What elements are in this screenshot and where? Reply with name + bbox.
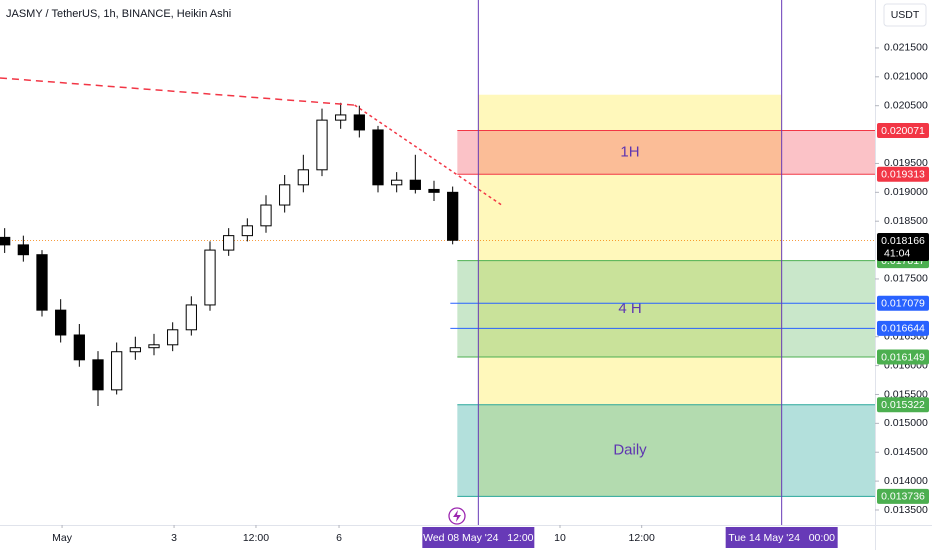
zone-label: Daily bbox=[613, 442, 647, 459]
price-tag bbox=[877, 488, 929, 504]
zone bbox=[457, 404, 875, 497]
candle-body bbox=[129, 347, 141, 353]
zone bbox=[457, 130, 875, 175]
candle-body bbox=[297, 169, 309, 186]
candle-body bbox=[335, 114, 347, 121]
currency-label: USDT bbox=[891, 9, 920, 21]
x-tick-label: 6 bbox=[336, 532, 342, 544]
candle-body bbox=[55, 309, 67, 336]
zone-label: 1H bbox=[620, 143, 639, 160]
zone bbox=[478, 94, 782, 497]
y-tick-label: 0.018500 bbox=[884, 215, 928, 227]
price-tag-label: 0.013736 bbox=[881, 491, 925, 503]
price-tag bbox=[877, 295, 929, 311]
candle-body bbox=[167, 329, 179, 346]
marker-tag bbox=[422, 527, 535, 548]
price-tag-label: 0.017079 bbox=[881, 298, 925, 310]
candle-body bbox=[409, 179, 421, 190]
price-tag bbox=[877, 320, 929, 336]
y-tick-label: 0.013500 bbox=[884, 504, 928, 516]
marker-label: Wed 08 May '24 12:00 bbox=[423, 532, 534, 544]
y-tick-label: 0.014500 bbox=[884, 446, 928, 458]
candle-body bbox=[185, 304, 197, 331]
y-tick-label: 0.021500 bbox=[884, 42, 928, 54]
candle-body bbox=[204, 249, 216, 306]
candle-body bbox=[316, 119, 328, 171]
currency-button[interactable] bbox=[883, 3, 927, 27]
x-tick-label: 12:00 bbox=[629, 532, 655, 544]
x-tick-label: 10 bbox=[554, 532, 566, 544]
zone bbox=[457, 260, 875, 357]
price-tag bbox=[877, 349, 929, 365]
price-tag-label: 0.020071 bbox=[881, 125, 925, 137]
candle-body bbox=[353, 114, 365, 131]
price-tag-label: 0.016149 bbox=[881, 351, 925, 363]
candle-body bbox=[148, 344, 160, 349]
plot: 1H 4 H Daily bbox=[0, 0, 875, 525]
candle-body bbox=[92, 359, 104, 391]
candle-body bbox=[17, 244, 29, 256]
x-tick-label: 12:00 bbox=[243, 532, 269, 544]
price-tag bbox=[877, 397, 929, 413]
price-tag-label: 0.015322 bbox=[881, 399, 925, 411]
candle-body bbox=[447, 191, 459, 241]
candle-body bbox=[36, 254, 48, 311]
countdown-label: 41:04 bbox=[884, 247, 910, 259]
y-tick-label: 0.021000 bbox=[884, 71, 928, 83]
price-tag-label: 0.016644 bbox=[881, 323, 925, 335]
candle-body bbox=[241, 225, 253, 237]
chart-title: JASMY / TetherUS, 1h, BINANCE, Heikin As… bbox=[6, 8, 231, 20]
candle-body bbox=[0, 236, 11, 246]
y-tick-label: 0.015000 bbox=[884, 417, 928, 429]
marker-label: Tue 14 May '24 00:00 bbox=[728, 532, 835, 544]
x-tick-label: May bbox=[52, 532, 73, 544]
candle-body bbox=[279, 184, 291, 206]
candle-body bbox=[260, 204, 272, 227]
last-price-label: 0.018166 bbox=[881, 235, 925, 247]
y-tick-label: 0.019500 bbox=[884, 157, 928, 169]
marker-tag bbox=[725, 527, 838, 548]
price-tag-label: 0.019313 bbox=[881, 169, 925, 181]
y-tick-label: 0.017500 bbox=[884, 273, 928, 285]
y-tick-label: 0.014000 bbox=[884, 475, 928, 487]
candle-body bbox=[391, 179, 403, 186]
price-tag bbox=[877, 122, 929, 138]
zone-label: 4 H bbox=[618, 300, 641, 317]
last-price-tag bbox=[877, 232, 929, 261]
x-tick-label: 3 bbox=[171, 532, 177, 544]
candle-body bbox=[111, 351, 123, 391]
candle-body bbox=[428, 188, 440, 193]
candle-body bbox=[372, 129, 384, 186]
y-tick-label: 0.020500 bbox=[884, 99, 928, 111]
event-icon bbox=[448, 507, 466, 525]
price-tag bbox=[877, 166, 929, 182]
candle-body bbox=[223, 235, 235, 251]
y-tick-label: 0.019000 bbox=[884, 186, 928, 198]
candle-body bbox=[73, 334, 85, 361]
